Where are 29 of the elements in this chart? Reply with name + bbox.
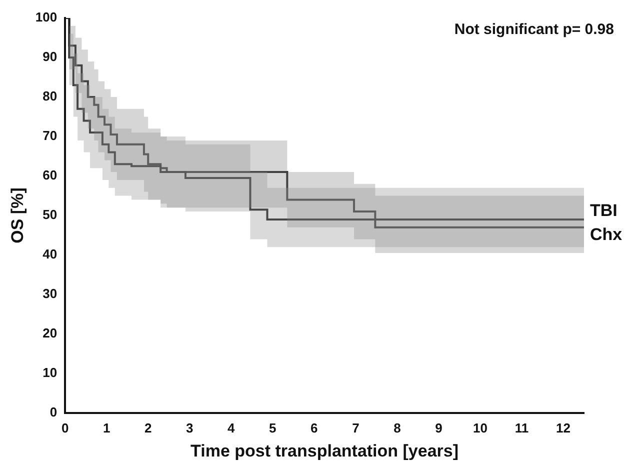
x-axis-title: Time post transplantation [years] [190, 441, 459, 460]
x-tick-label: 6 [310, 420, 318, 436]
y-tick-label: 20 [42, 326, 58, 341]
y-axis-title: OS [%] [8, 188, 27, 244]
x-tick-label: 12 [556, 420, 570, 436]
series-label: TBI [590, 201, 618, 220]
y-tick-label: 10 [42, 365, 58, 380]
x-tick-label: 4 [228, 420, 236, 436]
y-tick-label: 100 [35, 10, 58, 25]
x-tick-label: 1 [102, 420, 110, 436]
x-tick-label: 9 [435, 420, 442, 436]
y-tick-label: 0 [50, 404, 58, 420]
x-tick-label: 3 [186, 420, 194, 436]
y-tick-label: 30 [42, 286, 58, 302]
x-tick-label: 5 [269, 420, 276, 436]
x-tick-label: 0 [61, 420, 69, 436]
y-tick-label: 50 [42, 207, 58, 222]
series-label: Chx [590, 225, 623, 244]
x-tick-label: 10 [472, 420, 488, 436]
x-tick-label: 2 [144, 420, 152, 436]
annotation: Not significant p= 0.98 [454, 21, 614, 38]
y-tick-label: 90 [42, 49, 58, 64]
y-tick-label: 80 [42, 88, 58, 104]
y-tick-label: 40 [42, 246, 58, 262]
x-tick-label: 8 [394, 420, 401, 436]
y-tick-label: 70 [42, 128, 58, 144]
y-tick-label: 60 [42, 168, 58, 183]
x-tick-label: 11 [514, 420, 529, 436]
x-tick-label: 7 [352, 420, 360, 436]
